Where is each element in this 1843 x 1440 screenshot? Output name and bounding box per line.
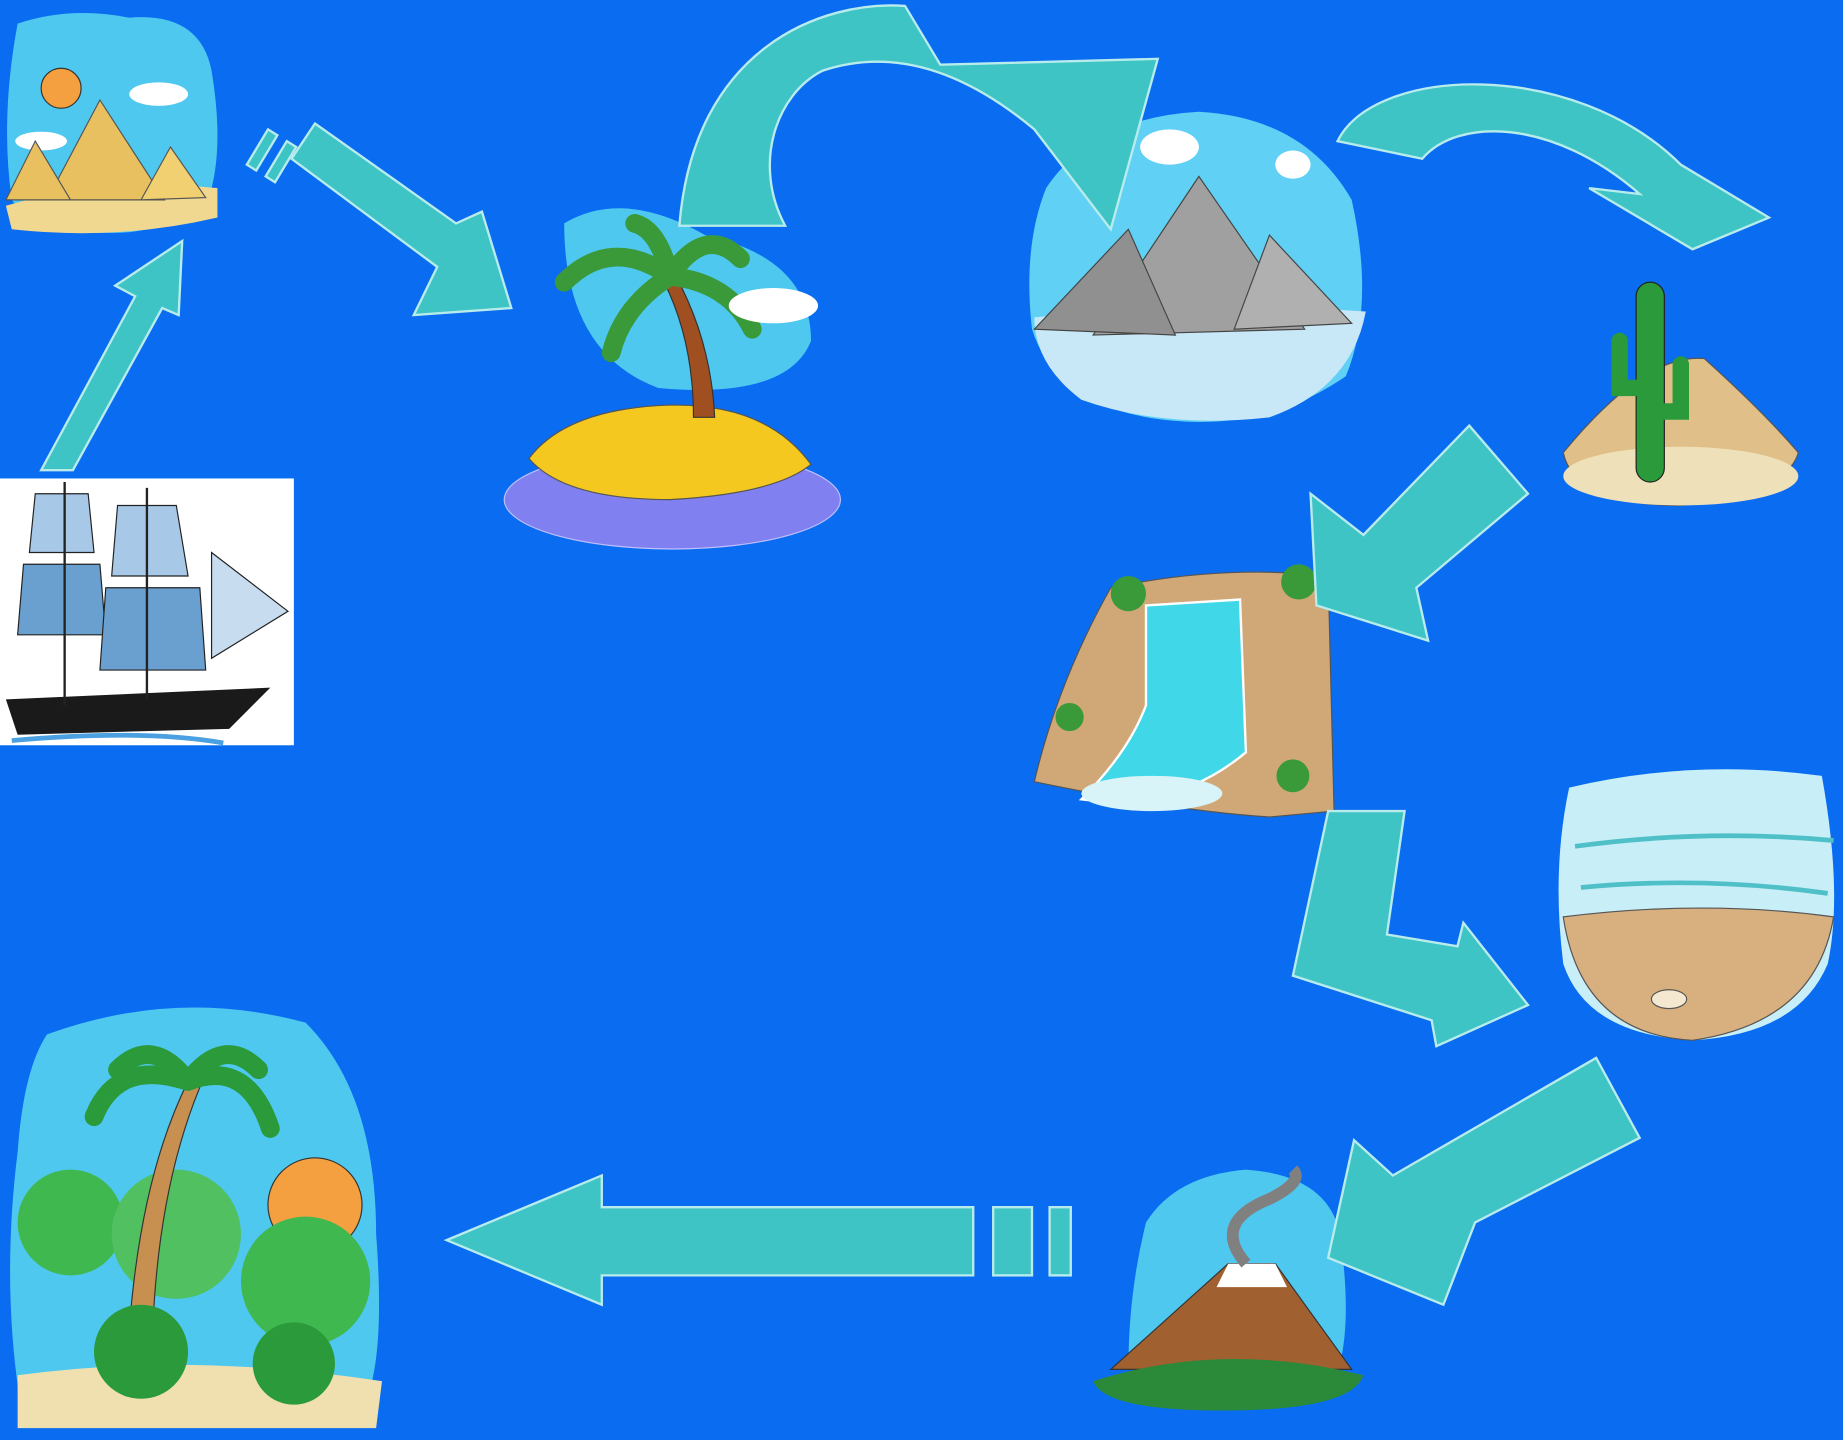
waterfall-picture-part: [1276, 759, 1309, 792]
arrow-stripes-part: [1050, 1207, 1071, 1275]
ship-picture-part: [112, 505, 188, 576]
jungle-picture-part: [253, 1322, 335, 1404]
jungle-picture-part: [112, 1170, 241, 1299]
ship-picture: [0, 478, 294, 745]
ship-picture-part: [100, 588, 206, 670]
waterfall-picture-part: [1111, 576, 1146, 611]
mountains-picture-part: [1275, 151, 1310, 179]
island-picture-part: [729, 288, 818, 323]
arrow-stripes: [993, 1207, 1071, 1275]
cactus-picture-part: [1563, 447, 1798, 506]
volcano-picture-part: [1217, 1264, 1288, 1288]
waterfall-picture-part: [1081, 776, 1222, 811]
diagram: [0, 0, 1843, 1440]
pyramids-picture: [6, 13, 218, 233]
waterfall-picture-part: [1055, 703, 1083, 731]
mountains-picture-part: [1140, 129, 1199, 164]
pyramids-picture-part: [129, 82, 188, 106]
beach-picture-part: [1651, 990, 1686, 1009]
pyramids-picture-part: [41, 68, 81, 108]
jungle-picture-part: [94, 1305, 188, 1399]
page: (() => { document.querySelectorAll('svg …: [0, 0, 1843, 1440]
jungle-picture-part: [18, 1170, 124, 1276]
waterfall-picture-part: [1281, 564, 1316, 599]
beach-picture: [1559, 769, 1835, 1040]
pyramids-picture-part: [15, 132, 67, 151]
ship-picture-part: [29, 494, 94, 553]
jungle-picture: [10, 1008, 382, 1429]
arrow-stripes-part: [993, 1207, 1032, 1275]
ship-picture-part: [18, 564, 106, 635]
